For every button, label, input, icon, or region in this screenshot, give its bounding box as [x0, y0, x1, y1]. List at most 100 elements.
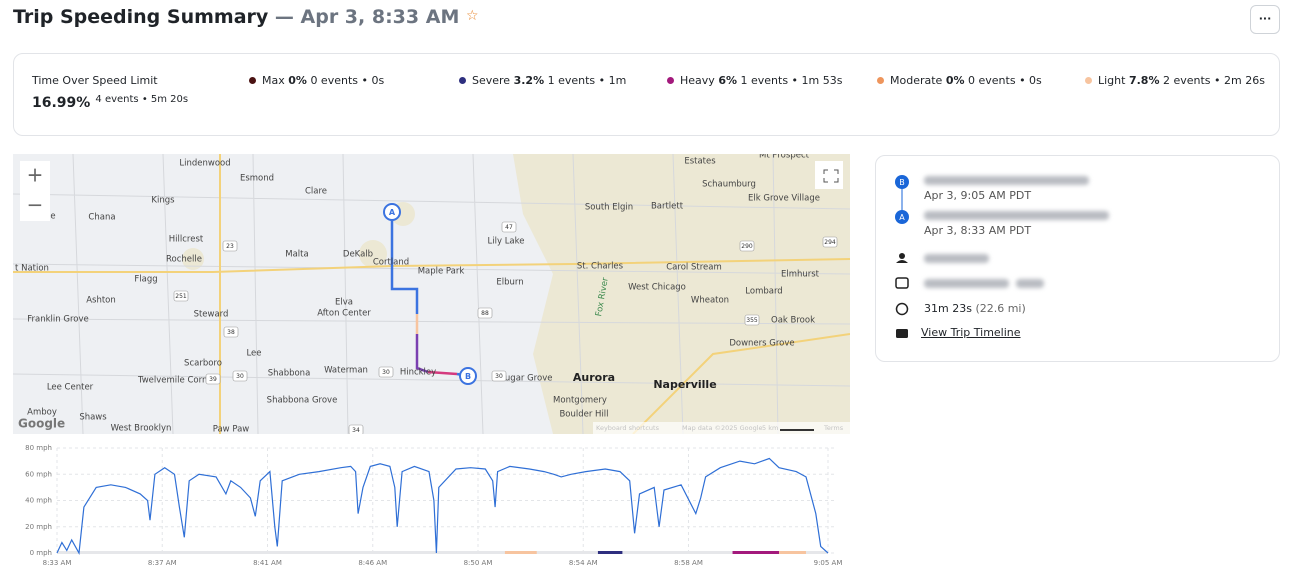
- level: Max 0% 0 events • 0s: [249, 74, 384, 87]
- fullscreen-button[interactable]: [815, 161, 843, 189]
- place-label: Afton Center: [317, 309, 371, 319]
- vehicle-type: [1016, 279, 1044, 288]
- place-label: Twelvemile Corner: [137, 376, 217, 386]
- place-label: Lily Lake: [488, 237, 525, 247]
- level: Light 7.8% 2 events • 2m 26s: [1085, 74, 1265, 87]
- end-marker: [895, 175, 909, 189]
- zoom-out[interactable]: −: [27, 193, 44, 217]
- camera-icon: [896, 329, 908, 338]
- level-detail: 0 events • 0s: [968, 74, 1042, 87]
- place-label: Lee Center: [47, 383, 94, 393]
- shield: [173, 290, 189, 302]
- shield-label: 38: [227, 329, 235, 336]
- place-label: St. Charles: [577, 262, 624, 272]
- y-tick-label: 20 mph: [25, 523, 52, 531]
- place-label: Shabbona: [268, 369, 311, 379]
- level: Severe 3.2% 1 events • 1m: [459, 74, 626, 87]
- x-tick-label: 8:50 AM: [464, 559, 493, 567]
- place-label: Elva: [335, 298, 353, 308]
- y-tick-label: 40 mph: [25, 497, 52, 505]
- summary-label: Time Over Speed Limit: [32, 74, 158, 87]
- route-marker: [459, 367, 477, 385]
- shield-label: 34: [352, 427, 360, 434]
- place-label: Amboy: [27, 408, 57, 418]
- driver-icon: [899, 253, 905, 259]
- place-label: Oak Brook: [771, 316, 815, 326]
- level-percent: 6%: [718, 74, 737, 87]
- route-marker: [383, 203, 401, 221]
- level-detail: 2 events • 2m 26s: [1162, 74, 1265, 87]
- level-dot: [1085, 77, 1092, 84]
- timeline-link[interactable]: View Trip Timeline: [921, 326, 1021, 339]
- x-tick-label: 8:37 AM: [148, 559, 177, 567]
- speed-line: [56, 457, 829, 555]
- fullscreen[interactable]: [815, 161, 843, 189]
- distance: (22.6 mi): [975, 302, 1026, 315]
- summary-percent: 16.99%: [32, 95, 91, 111]
- speeding-segment: [732, 551, 780, 554]
- fullscreen-icon: [823, 169, 839, 183]
- place-label: Kings: [151, 196, 175, 206]
- level-percent: 0%: [288, 74, 307, 87]
- x-tick-label: 8:41 AM: [253, 559, 282, 567]
- roads: [13, 154, 850, 434]
- place-label: Downers Grove: [729, 339, 794, 349]
- level-detail: 0 events • 0s: [310, 74, 385, 87]
- level-percent: 7.8%: [1128, 74, 1160, 87]
- star[interactable]: ☆: [465, 8, 479, 24]
- speeding-segment: [597, 551, 623, 554]
- place-label: Montgomery: [553, 396, 607, 406]
- level-detail: 1 events • 1m: [547, 74, 627, 87]
- y-tick-label: 80 mph: [25, 444, 52, 452]
- shield: [223, 326, 239, 338]
- level-name: Light: [1098, 74, 1126, 87]
- shield-label: 290: [741, 243, 753, 250]
- level-dot: [877, 77, 884, 84]
- shield-label: 47: [505, 224, 513, 231]
- place-label: Schaumburg: [702, 180, 756, 190]
- shield-label: 23: [226, 243, 234, 250]
- trip-card: B A Apr 3, 9:05 AM PDT Apr 3, 8:33 AM PD…: [875, 155, 1280, 362]
- summary-value: 16.99% 4 events • 5m 20s: [32, 92, 188, 111]
- end-marker-label: B: [899, 178, 905, 187]
- place-label: Lee: [246, 349, 261, 359]
- place-label: Rochelle: [166, 255, 202, 265]
- place-label: Elk Grove Village: [748, 194, 820, 204]
- place-label: Steward: [194, 310, 229, 320]
- shield: [222, 240, 238, 252]
- shield-label: 88: [481, 310, 489, 317]
- shield: [205, 373, 221, 385]
- place-label: t Nation: [15, 264, 49, 274]
- place-label: Esmond: [240, 174, 274, 184]
- level-dot: [459, 77, 466, 84]
- place-label: Carol Stream: [666, 263, 721, 273]
- menu-button[interactable]: ···: [1250, 5, 1280, 34]
- place-label: Ashton: [86, 296, 116, 306]
- x-tick-label: 8:46 AM: [358, 559, 387, 567]
- zoom-in[interactable]: +: [27, 163, 44, 187]
- level-percent: 3.2%: [513, 74, 545, 87]
- shield: [744, 314, 760, 326]
- shield: [822, 236, 838, 248]
- level-name: Moderate: [890, 74, 943, 87]
- place-label: Elmhurst: [781, 270, 820, 280]
- place-label: Hillcrest: [169, 235, 204, 245]
- place-label: Malta: [285, 250, 308, 260]
- driver-icon-body: [896, 260, 908, 263]
- shield: [232, 370, 248, 382]
- route-marker-label: B: [465, 372, 471, 381]
- speeding-track: [57, 551, 828, 554]
- level-dot: [249, 77, 256, 84]
- attribution-bg: [593, 422, 850, 434]
- place-label: Franklin Grove: [27, 315, 88, 325]
- place-label: Elburn: [496, 278, 523, 288]
- start-address: [924, 211, 1109, 220]
- speeding-segment: [504, 551, 537, 554]
- start-time: Apr 3, 8:33 AM PDT: [924, 224, 1032, 237]
- x-tick-label: 8:54 AM: [569, 559, 598, 567]
- place-label: Shabbona Grove: [267, 396, 338, 406]
- city-label: Aurora: [573, 371, 615, 384]
- level-percent: 0%: [945, 74, 965, 87]
- subtitle: — Apr 3, 8:33 AM: [274, 6, 460, 28]
- shield: [477, 307, 493, 319]
